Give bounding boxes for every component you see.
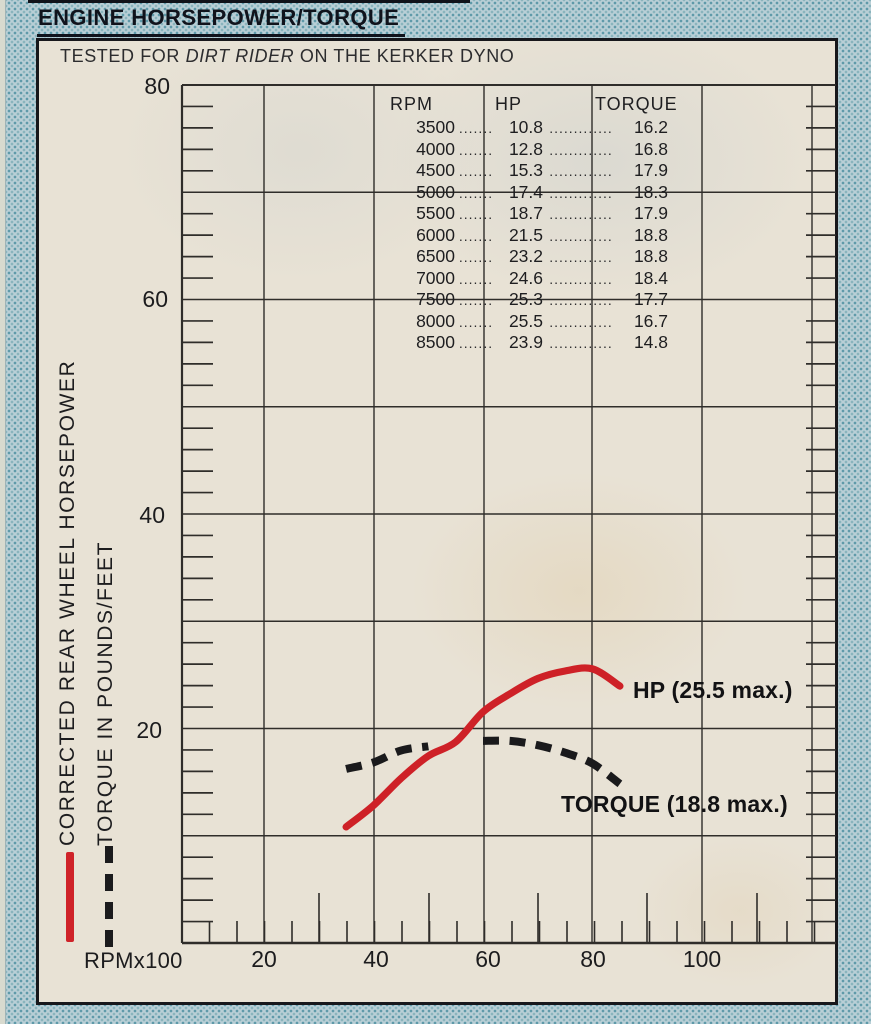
table-row: 8500....... 23.9............. 14.8 [389,332,668,354]
table-row: 3500....... 10.8............. 16.2 [389,117,668,139]
subtitle-post: ON THE KERKER DYNO [294,46,515,66]
cell-torque: 17.9 [633,160,668,180]
table-row: 5000....... 17.4............. 18.3 [389,182,668,204]
cell-rpm: 8500 [416,332,455,352]
cell-hp: 25.5 [508,310,543,331]
leader-dots: ............. [549,206,613,222]
y-tick-40: 40 [139,502,165,528]
cell-rpm: 3500 [416,117,455,137]
subtitle-pre: TESTED FOR [60,46,186,66]
cell-hp: 17.4 [508,181,543,202]
y-tick-60: 60 [142,286,168,312]
cell-rpm: 7500 [416,289,455,309]
cell-rpm: 4000 [416,138,455,159]
table-row: 6500....... 23.2............. 18.8 [389,246,668,268]
hp-legend-line [66,852,74,942]
leader-dots: ............. [549,292,613,308]
leader-dots: ....... [458,141,494,158]
cell-torque: 18.8 [633,224,668,245]
title-top-rule [28,0,470,3]
cell-torque: 17.7 [633,289,668,309]
table-row: 5500....... 18.7............. 17.9 [389,203,668,225]
torque-max-annotation: TORQUE (18.8 max.) [561,791,788,817]
x-axis-title: RPMx100 [84,948,183,973]
x-tick-100: 100 [682,946,722,972]
leader-dots: ............. [549,163,613,179]
y-axis-title-horsepower: CORRECTED REAR WHEEL HORSEPOWER [56,359,79,846]
cell-hp: 10.8 [508,117,543,137]
cell-torque: 18.3 [633,181,668,202]
cell-torque: 17.9 [633,203,668,223]
x-tick-60: 60 [475,946,501,972]
subtitle-magazine-name: DIRT RIDER [185,46,295,66]
header-hp: HP [495,94,523,114]
cell-rpm: 7000 [416,267,455,288]
table-row: 7000....... 24.6............. 18.4 [389,268,668,290]
leader-dots: ............. [549,184,613,201]
cell-hp: 23.2 [508,246,543,266]
header-torque: TORQUE [595,94,678,114]
leader-dots: ....... [458,227,494,244]
chart-subtitle: TESTED FOR DIRT RIDER ON THE KERKER DYNO [60,46,514,67]
leader-dots: ............. [549,335,613,351]
leader-dots: ....... [458,270,494,287]
cell-torque: 16.2 [633,117,668,137]
hp-max-annotation: HP (25.5 max.) [633,677,793,703]
y-tick-20: 20 [136,717,162,743]
cell-hp: 24.6 [508,267,543,288]
y-tick-80: 80 [144,73,170,99]
leader-dots: ............. [549,270,613,287]
cell-rpm: 6000 [416,224,455,245]
scan-edge-strip [0,0,6,1024]
leader-dots: ....... [458,184,494,201]
dyno-data-table: RPM HP TORQUE 3500....... 10.8...........… [389,94,677,354]
cell-rpm: 8000 [416,310,455,331]
cell-hp: 15.3 [508,160,543,180]
x-tick-40: 40 [363,946,389,972]
leader-dots: ....... [458,335,494,351]
cell-hp: 12.8 [508,138,543,159]
cell-torque: 16.8 [633,138,668,159]
x-tick-20: 20 [251,946,277,972]
leader-dots: ............. [549,249,613,265]
cell-torque: 18.4 [633,267,668,288]
cell-rpm: 6500 [416,246,455,266]
cell-rpm: 5000 [416,181,455,202]
table-header: RPM HP TORQUE [389,94,677,116]
leader-dots: ............. [549,141,613,158]
cell-hp: 25.3 [508,289,543,309]
torque-legend-line [105,846,113,947]
cell-rpm: 5500 [416,203,455,223]
cell-torque: 14.8 [633,332,668,352]
cell-torque: 18.8 [633,246,668,266]
x-tick-80: 80 [580,946,606,972]
leader-dots: ............. [549,227,613,244]
cell-torque: 16.7 [633,310,668,331]
page-title: ENGINE HORSEPOWER/TORQUE [37,5,406,37]
cell-hp: 21.5 [508,224,543,245]
leader-dots: ....... [458,313,494,330]
header-rpm: RPM [390,94,433,114]
leader-dots: ....... [458,206,494,222]
leader-dots: ............. [549,120,613,136]
table-row: 4500....... 15.3............. 17.9 [389,160,668,182]
table-rows: 3500....... 10.8............. 16.2 4000....… [389,117,668,354]
leader-dots: ....... [458,292,494,308]
leader-dots: ............. [549,313,613,330]
table-row: 7500....... 25.3............. 17.7 [389,289,668,311]
table-row: 6000....... 21.5............. 18.8 [389,225,668,247]
table-row: 8000....... 25.5............. 16.7 [389,311,668,333]
y-axis-title-torque: TORQUE IN POUNDS/FEET [94,540,117,846]
table-row: 4000....... 12.8............. 16.8 [389,139,668,161]
leader-dots: ....... [458,163,494,179]
cell-hp: 23.9 [508,332,543,352]
cell-rpm: 4500 [416,160,455,180]
leader-dots: ....... [458,249,494,265]
leader-dots: ....... [458,120,494,136]
cell-hp: 18.7 [508,203,543,223]
